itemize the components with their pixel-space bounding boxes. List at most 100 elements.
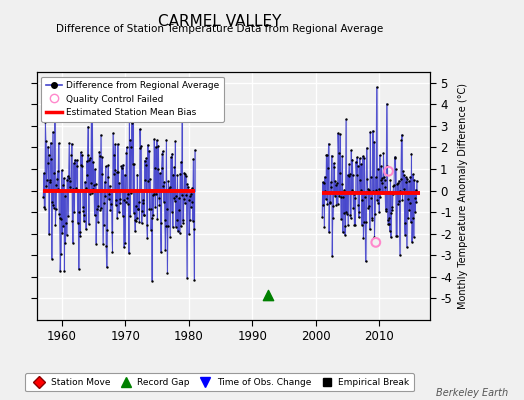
Point <box>319 202 328 208</box>
Point <box>182 172 190 179</box>
Point <box>319 179 327 185</box>
Point <box>154 143 162 149</box>
Point <box>156 220 165 226</box>
Point <box>149 212 157 219</box>
Point <box>376 194 385 200</box>
Point <box>181 171 190 177</box>
Point <box>144 142 152 148</box>
Point <box>357 221 366 228</box>
Point <box>352 172 361 178</box>
Point <box>171 198 179 204</box>
Point <box>165 178 173 184</box>
Point <box>160 217 169 224</box>
Point <box>402 244 411 250</box>
Point <box>48 255 56 262</box>
Point <box>105 191 114 198</box>
Point <box>363 145 371 151</box>
Point <box>112 197 121 203</box>
Point <box>174 195 183 202</box>
Point <box>59 223 68 230</box>
Point <box>56 268 64 274</box>
Point <box>339 194 347 200</box>
Point <box>52 182 61 188</box>
Point <box>62 232 71 238</box>
Point <box>350 222 358 228</box>
Point <box>42 138 50 145</box>
Point <box>384 221 392 227</box>
Point <box>410 195 419 201</box>
Point <box>378 180 387 186</box>
Point <box>73 219 82 226</box>
Point <box>90 182 98 189</box>
Point <box>397 137 406 144</box>
Point <box>88 117 96 124</box>
Point <box>377 163 386 170</box>
Text: Difference of Station Temperature Data from Regional Average: Difference of Station Temperature Data f… <box>57 24 384 34</box>
Point <box>94 203 102 209</box>
Point <box>140 157 149 164</box>
Point <box>344 222 352 228</box>
Point <box>137 142 145 149</box>
Point <box>126 213 134 220</box>
Point <box>145 206 154 212</box>
Point <box>68 218 77 224</box>
Point <box>154 166 162 172</box>
Point <box>326 199 334 206</box>
Point <box>334 150 343 156</box>
Point <box>97 204 105 211</box>
Point <box>143 235 151 242</box>
Point <box>47 140 55 146</box>
Point <box>176 230 184 236</box>
Point <box>334 130 342 136</box>
Point <box>86 155 94 161</box>
Point <box>65 140 73 146</box>
Point <box>392 233 401 240</box>
Point <box>80 218 88 224</box>
Point <box>362 258 370 265</box>
Point <box>335 192 343 199</box>
Point <box>70 160 78 166</box>
Point <box>391 166 400 172</box>
Point <box>76 232 84 239</box>
Point <box>181 200 189 206</box>
Point <box>86 180 95 186</box>
Point <box>347 147 355 154</box>
Point <box>159 198 168 205</box>
Point <box>323 200 332 207</box>
Point <box>330 164 339 170</box>
Point <box>60 268 69 274</box>
Point <box>376 152 384 158</box>
Point <box>89 159 97 165</box>
Point <box>325 229 333 236</box>
Point <box>89 185 97 192</box>
Point <box>121 172 129 178</box>
Point <box>386 177 395 183</box>
Point <box>119 197 128 203</box>
Point <box>80 211 89 218</box>
Point <box>75 209 83 215</box>
Point <box>84 123 92 130</box>
Point <box>57 216 66 222</box>
Point <box>388 204 396 210</box>
Point <box>150 165 159 172</box>
Point <box>387 234 395 240</box>
Point <box>183 274 191 281</box>
Point <box>113 215 122 221</box>
Point <box>374 200 383 206</box>
Point <box>346 212 354 219</box>
Point <box>134 206 143 212</box>
Point <box>101 179 109 185</box>
Point <box>79 208 88 214</box>
Point <box>105 196 113 202</box>
Point <box>379 150 388 156</box>
Point <box>399 168 407 174</box>
Point <box>111 141 119 148</box>
Point <box>398 196 407 203</box>
Point <box>408 215 417 222</box>
Point <box>345 161 353 167</box>
Point <box>365 186 374 193</box>
Point <box>138 200 147 206</box>
Point <box>183 181 192 187</box>
Point <box>90 212 99 218</box>
Point <box>180 196 188 202</box>
